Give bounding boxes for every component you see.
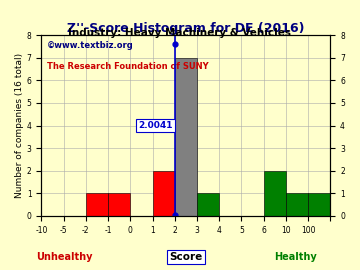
Text: 2.0041: 2.0041 <box>138 121 173 130</box>
Title: Z''-Score Histogram for DE (2016): Z''-Score Histogram for DE (2016) <box>67 22 305 35</box>
Bar <box>286 193 308 216</box>
Text: Unhealthy: Unhealthy <box>36 252 93 262</box>
Bar <box>153 171 175 216</box>
Y-axis label: Number of companies (16 total): Number of companies (16 total) <box>15 53 24 198</box>
Text: Healthy: Healthy <box>274 252 317 262</box>
Bar <box>197 193 219 216</box>
Text: The Research Foundation of SUNY: The Research Foundation of SUNY <box>47 62 209 71</box>
Text: Industry: Heavy Machinery & Vehicles: Industry: Heavy Machinery & Vehicles <box>68 28 292 38</box>
Bar <box>308 193 330 216</box>
Bar <box>108 193 130 216</box>
Text: Score: Score <box>169 252 203 262</box>
Bar <box>175 58 197 216</box>
Bar <box>86 193 108 216</box>
Bar <box>264 171 286 216</box>
Text: ©www.textbiz.org: ©www.textbiz.org <box>47 40 134 49</box>
